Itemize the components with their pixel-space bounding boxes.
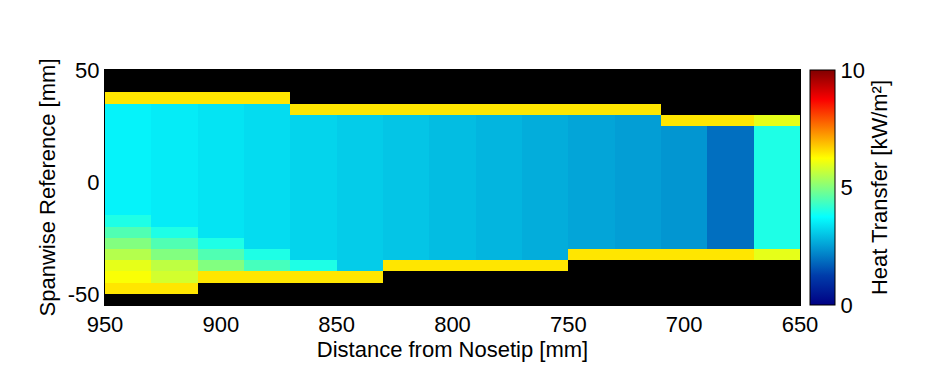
svg-text:5: 5 [840, 175, 852, 200]
svg-text:-50: -50 [68, 282, 100, 307]
svg-text:10: 10 [840, 58, 864, 83]
svg-text:800: 800 [434, 312, 471, 337]
svg-text:Distance from Nosetip [mm]: Distance from Nosetip [mm] [317, 337, 588, 362]
svg-text:Heat Transfer [kW/m²]: Heat Transfer [kW/m²] [867, 80, 892, 295]
svg-text:50: 50 [75, 58, 99, 83]
svg-text:850: 850 [318, 312, 355, 337]
svg-text:700: 700 [666, 312, 703, 337]
svg-text:0: 0 [840, 293, 852, 318]
svg-text:650: 650 [782, 312, 819, 337]
svg-text:0: 0 [87, 170, 99, 195]
svg-text:900: 900 [202, 312, 239, 337]
svg-text:Spanwise Reference [mm]: Spanwise Reference [mm] [35, 58, 60, 316]
svg-text:750: 750 [550, 312, 587, 337]
svg-text:950: 950 [87, 312, 124, 337]
